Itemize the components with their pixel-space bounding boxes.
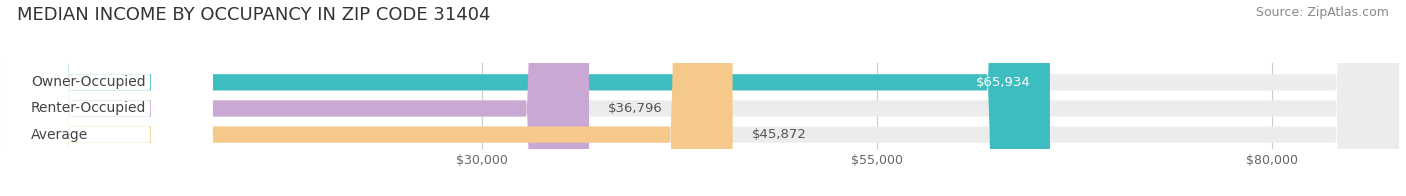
FancyBboxPatch shape <box>7 0 212 196</box>
FancyBboxPatch shape <box>7 0 733 196</box>
FancyBboxPatch shape <box>7 0 1399 196</box>
FancyBboxPatch shape <box>7 0 589 196</box>
Text: MEDIAN INCOME BY OCCUPANCY IN ZIP CODE 31404: MEDIAN INCOME BY OCCUPANCY IN ZIP CODE 3… <box>17 6 491 24</box>
FancyBboxPatch shape <box>7 0 212 196</box>
Text: Owner-Occupied: Owner-Occupied <box>31 75 145 89</box>
Text: Average: Average <box>31 128 89 142</box>
FancyBboxPatch shape <box>7 0 1050 196</box>
FancyBboxPatch shape <box>7 0 1399 196</box>
Text: $36,796: $36,796 <box>607 102 662 115</box>
FancyBboxPatch shape <box>7 0 212 196</box>
Text: Source: ZipAtlas.com: Source: ZipAtlas.com <box>1256 6 1389 19</box>
Text: $65,934: $65,934 <box>976 76 1031 89</box>
Text: $45,872: $45,872 <box>752 128 807 141</box>
Text: Renter-Occupied: Renter-Occupied <box>31 102 146 115</box>
FancyBboxPatch shape <box>7 0 1399 196</box>
